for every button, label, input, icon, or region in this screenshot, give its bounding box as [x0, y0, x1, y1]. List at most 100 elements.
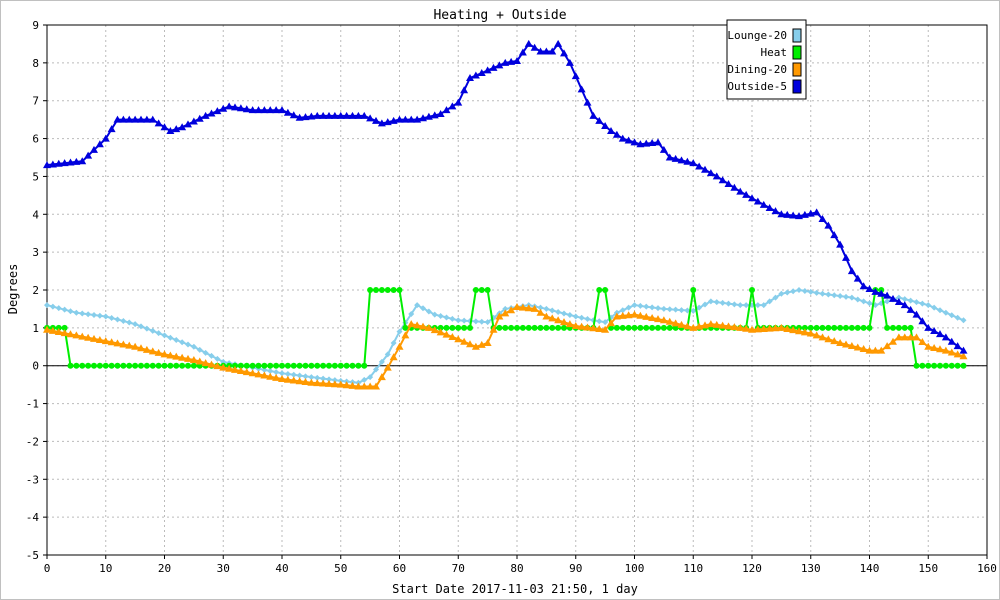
data-point [824, 335, 833, 343]
data-point [948, 312, 955, 319]
data-point [518, 303, 527, 311]
data-point [730, 183, 739, 191]
data-point [783, 324, 792, 332]
data-point [383, 363, 392, 371]
data-point [901, 296, 908, 303]
data-point [73, 309, 80, 316]
data-point [959, 346, 968, 354]
data-point [495, 61, 504, 69]
data-point [531, 324, 538, 331]
data-point [142, 115, 151, 123]
data-point [655, 324, 661, 331]
data-point [748, 194, 756, 202]
data-point [637, 324, 644, 331]
data-point [941, 346, 950, 354]
data-point [231, 365, 239, 373]
data-point [683, 322, 692, 330]
x-tick-label: 130 [801, 562, 821, 575]
data-point [214, 355, 221, 362]
data-point [643, 303, 650, 310]
data-point [859, 345, 868, 353]
data-point [925, 362, 932, 369]
data-point [290, 371, 297, 378]
data-point [67, 308, 74, 315]
legend: Lounge-20 Heat Dining-20 Outside-5 [726, 19, 807, 100]
data-point [718, 321, 727, 329]
x-tick-label: 0 [44, 562, 51, 575]
data-point [448, 332, 457, 340]
data-point [618, 311, 627, 319]
data-point [713, 299, 720, 306]
data-point [583, 323, 592, 331]
data-point [267, 362, 274, 369]
data-point [919, 300, 926, 307]
data-point [578, 314, 585, 321]
data-point [671, 154, 680, 162]
data-point [367, 374, 374, 381]
data-point [677, 320, 686, 328]
data-point [414, 302, 421, 309]
data-point [255, 362, 262, 369]
data-point [577, 85, 586, 93]
data-point [390, 287, 397, 293]
data-point [660, 305, 667, 312]
data-point [818, 215, 827, 223]
data-point [677, 156, 686, 164]
data-point [219, 104, 228, 112]
data-point [454, 98, 463, 106]
data-point [207, 360, 216, 368]
data-point [825, 291, 832, 298]
data-point [466, 74, 474, 81]
data-point [184, 120, 192, 128]
data-point [807, 288, 814, 295]
data-point [367, 287, 374, 293]
data-point [854, 324, 861, 331]
data-point [719, 299, 726, 306]
data-point [436, 328, 445, 336]
y-tick-label: 4 [32, 208, 39, 221]
data-point [231, 103, 239, 111]
data-point [706, 320, 715, 328]
data-point [754, 302, 761, 309]
data-point [678, 307, 685, 314]
y-tick-label: 3 [32, 246, 39, 259]
data-point [325, 111, 333, 119]
data-point [530, 43, 539, 51]
y-tick-label: 5 [32, 170, 39, 183]
data-point [812, 208, 821, 216]
data-point [137, 115, 145, 123]
data-point [360, 111, 369, 119]
data-point [125, 341, 134, 349]
data-point [308, 362, 315, 369]
data-point [60, 329, 69, 337]
data-point [396, 328, 403, 335]
data-point [890, 324, 896, 331]
data-point [302, 373, 309, 380]
data-point [618, 134, 627, 142]
data-point [154, 348, 163, 356]
data-point [190, 343, 197, 350]
data-point [607, 319, 615, 327]
data-point [561, 310, 567, 317]
x-tick-label: 100 [625, 562, 645, 575]
data-point [865, 285, 874, 293]
data-point [496, 324, 503, 331]
x-tick-label: 10 [99, 562, 112, 575]
data-point [937, 362, 943, 369]
data-point [537, 324, 544, 331]
data-point [266, 106, 275, 114]
data-point [166, 351, 175, 359]
data-point [937, 307, 943, 314]
data-point [383, 118, 392, 126]
data-point [467, 324, 473, 331]
data-point [612, 312, 621, 320]
data-point [930, 327, 939, 335]
data-point [160, 123, 169, 131]
data-point [665, 153, 674, 161]
data-point [584, 316, 591, 323]
data-point [307, 378, 316, 386]
data-point [472, 287, 479, 293]
data-point [430, 111, 439, 119]
